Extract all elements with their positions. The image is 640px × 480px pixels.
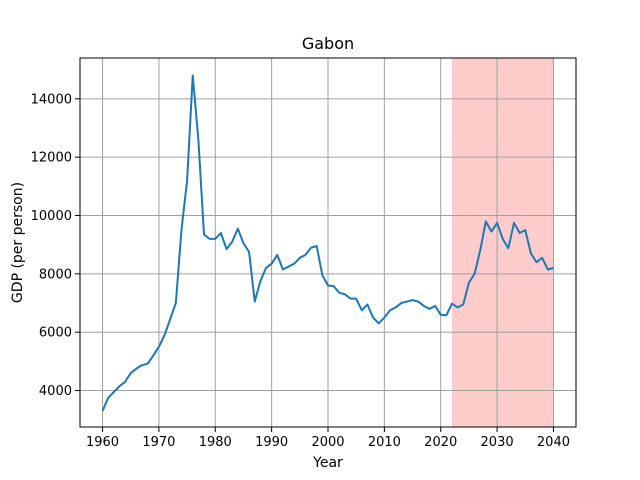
series-line bbox=[101, 74, 554, 412]
x-tick-label: 2000 bbox=[311, 435, 344, 450]
x-tick-label: 1970 bbox=[142, 435, 175, 450]
x-tick-label: 1960 bbox=[86, 435, 119, 450]
y-tick-label: 8000 bbox=[39, 267, 72, 282]
x-tick-label: 2030 bbox=[481, 435, 514, 450]
x-tick-label: 1990 bbox=[255, 435, 288, 450]
x-tick-label: 2040 bbox=[537, 435, 570, 450]
shaded-region bbox=[452, 58, 554, 427]
y-tick-label: 4000 bbox=[39, 384, 72, 399]
y-axis-label: GDP (per person) bbox=[10, 182, 26, 303]
x-tick-label: 1980 bbox=[199, 435, 232, 450]
y-tick-label: 12000 bbox=[31, 151, 72, 166]
chart-title: Gabon bbox=[302, 34, 354, 53]
y-axis: 4000 6000 8000 10000 12000 14000 bbox=[31, 92, 80, 399]
x-axis: 1960 1970 1980 1990 2000 2010 2020 2030 2040 bbox=[86, 427, 570, 450]
x-tick-label: 2020 bbox=[424, 435, 457, 450]
y-tick-label: 10000 bbox=[31, 209, 72, 224]
x-axis-label: Year bbox=[312, 455, 343, 471]
grid-lines bbox=[80, 58, 576, 427]
y-tick-label: 14000 bbox=[31, 92, 72, 107]
x-tick-label: 2010 bbox=[368, 435, 401, 450]
y-tick-label: 6000 bbox=[39, 326, 72, 341]
